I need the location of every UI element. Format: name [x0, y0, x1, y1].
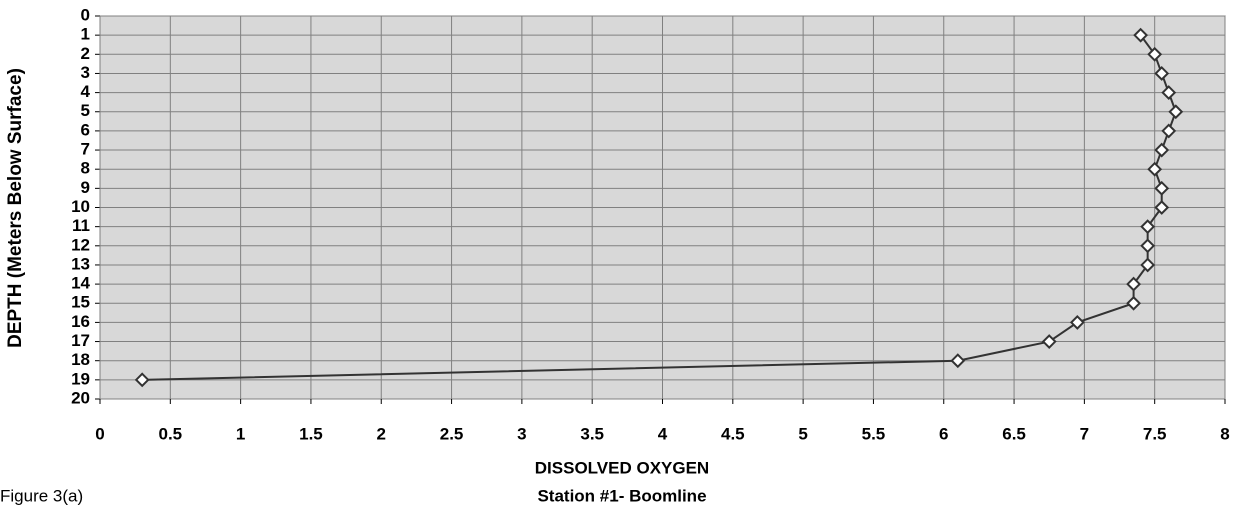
data-point — [1168, 104, 1184, 120]
data-point — [1133, 27, 1149, 43]
y-tick-label: 20 — [71, 388, 90, 407]
y-tick-label: 17 — [71, 331, 90, 350]
x-tick-label: 4.5 — [721, 424, 745, 443]
y-tick-label: 6 — [81, 120, 90, 139]
y-tick-label: 19 — [71, 369, 90, 388]
y-tick-label: 8 — [81, 159, 90, 178]
x-tick-label: 2 — [377, 424, 386, 443]
x-tick-label: 5.5 — [862, 424, 886, 443]
y-tick-label: 2 — [81, 44, 90, 63]
x-tick-label: 7 — [1080, 424, 1089, 443]
y-tick-label: 12 — [71, 235, 90, 254]
x-tick-label: 1 — [236, 424, 245, 443]
data-point — [1154, 142, 1170, 158]
y-tick-label: 1 — [81, 25, 90, 44]
x-tick-label: 7.5 — [1143, 424, 1167, 443]
x-tick-label: 1.5 — [299, 424, 323, 443]
y-tick-label: 7 — [81, 140, 90, 159]
y-tick-label: 11 — [72, 216, 90, 235]
y-axis-label: DEPTH (Meters Below Surface) — [5, 68, 26, 348]
data-point — [1140, 219, 1156, 235]
x-tick-label: 4 — [658, 424, 668, 443]
y-tick-label: 10 — [71, 197, 90, 216]
data-point — [950, 353, 966, 369]
y-tick-label: 4 — [81, 82, 91, 101]
data-point — [1126, 295, 1142, 311]
y-tick-label: 16 — [71, 312, 90, 331]
y-tick-label: 5 — [81, 101, 90, 120]
data-point — [1140, 238, 1156, 254]
x-axis-label: DISSOLVED OXYGEN — [535, 458, 709, 477]
data-point — [1126, 276, 1142, 292]
caption: Figure 3(a) — [0, 486, 83, 505]
y-tick-label: 9 — [81, 178, 90, 197]
x-tick-label: 2.5 — [440, 424, 464, 443]
y-tick-label: 18 — [71, 350, 90, 369]
y-tick-label: 13 — [71, 254, 90, 273]
data-point — [1154, 66, 1170, 81]
x-tick-label: 3 — [517, 424, 526, 443]
y-tick-label: 14 — [71, 274, 90, 293]
y-tick-label: 3 — [81, 63, 90, 82]
data-point — [1041, 334, 1057, 349]
x-tick-label: 8 — [1220, 424, 1229, 443]
data-point — [134, 372, 150, 388]
x-tick-label: 0.5 — [158, 424, 182, 443]
y-tick-label: 15 — [71, 293, 90, 312]
x-tick-label: 3.5 — [580, 424, 604, 443]
x-tick-label: 6 — [939, 424, 948, 443]
data-point — [1069, 314, 1085, 330]
data-point — [1154, 200, 1170, 215]
data-point — [1147, 161, 1163, 177]
data-point — [1154, 180, 1170, 196]
data-point — [1147, 46, 1163, 62]
x-tick-label: 5 — [798, 424, 807, 443]
subtitle: Station #1- Boomline — [537, 486, 706, 505]
x-tick-label: 6.5 — [1002, 424, 1026, 443]
data-point — [1161, 123, 1177, 139]
data-point — [1140, 257, 1156, 273]
y-tick-label: 0 — [81, 5, 90, 24]
data-point — [1161, 85, 1177, 101]
x-tick-label: 0 — [95, 424, 104, 443]
